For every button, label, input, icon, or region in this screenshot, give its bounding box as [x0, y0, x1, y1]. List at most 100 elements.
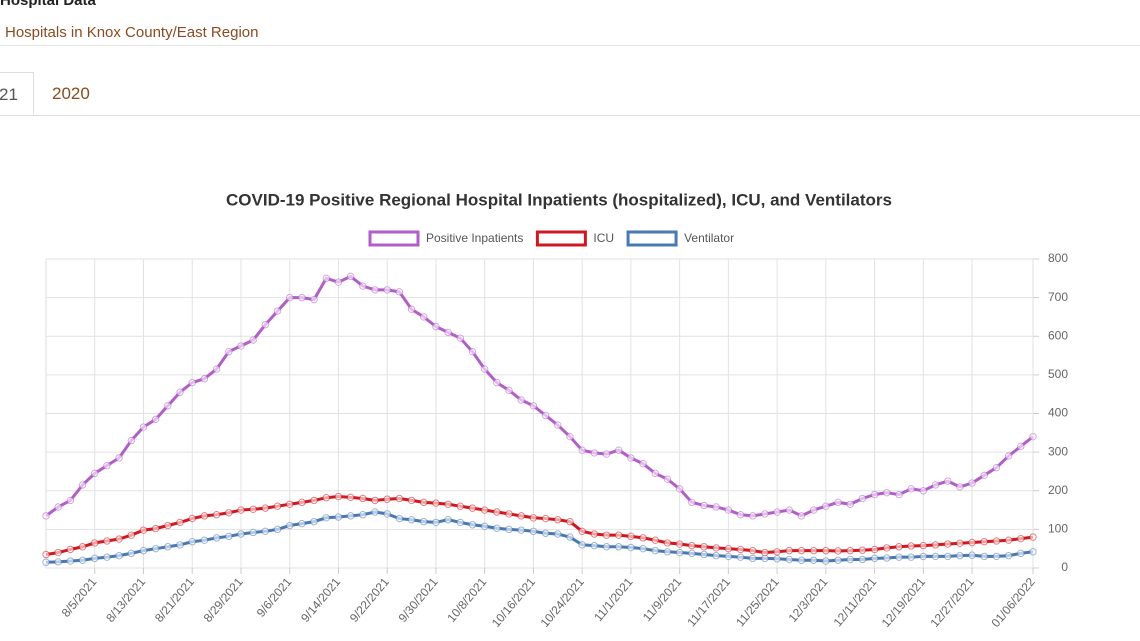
data-point — [286, 293, 294, 302]
data-point — [444, 328, 452, 337]
data-point — [176, 541, 184, 549]
data-point — [115, 535, 123, 543]
y-tick-label: 200 — [1048, 483, 1068, 497]
data-point — [627, 454, 635, 462]
data-point — [956, 483, 964, 491]
data-point — [164, 402, 172, 410]
data-point — [139, 526, 148, 534]
data-point — [505, 386, 513, 395]
data-point — [541, 514, 550, 523]
data-point — [78, 556, 87, 564]
data-point — [200, 375, 209, 383]
y-tick-label: 700 — [1048, 290, 1068, 304]
data-point — [54, 503, 62, 511]
data-point — [1017, 534, 1025, 543]
tab[interactable]: 2020 — [52, 84, 90, 103]
data-point — [919, 541, 928, 550]
data-point — [127, 531, 135, 539]
data-point — [176, 388, 184, 396]
data-point — [529, 527, 538, 536]
data-point — [286, 521, 294, 530]
data-point — [359, 282, 367, 290]
data-point — [992, 552, 1001, 561]
data-point — [237, 342, 245, 350]
data-point — [578, 527, 586, 536]
y-tick-label: 0 — [1061, 560, 1068, 574]
data-point — [383, 286, 391, 294]
data-point — [346, 493, 355, 502]
data-point — [395, 288, 404, 296]
data-point — [541, 411, 550, 420]
x-tick-label: 11/1/2021 — [591, 575, 636, 624]
data-point — [395, 514, 404, 523]
data-point — [809, 546, 818, 555]
tab-active[interactable]: 21 — [0, 72, 34, 115]
data-point — [907, 553, 915, 561]
data-point — [773, 508, 781, 516]
data-point — [115, 454, 123, 462]
data-point — [78, 481, 87, 489]
data-point — [712, 503, 720, 511]
data-point — [237, 530, 245, 538]
data-point — [944, 540, 952, 548]
data-point — [517, 396, 525, 404]
series-line — [45, 495, 1034, 556]
data-point — [700, 543, 708, 551]
tab-bar — [0, 115, 1140, 116]
data-point — [383, 495, 391, 503]
data-point — [749, 512, 757, 520]
series-line — [45, 274, 1034, 518]
x-tick-label: 9/30/2021 — [396, 575, 441, 625]
data-point — [1004, 452, 1013, 460]
legend-label: Ventilator — [684, 231, 734, 245]
data-point — [675, 548, 684, 557]
data-point — [736, 545, 745, 554]
data-point — [298, 498, 306, 507]
data-point — [444, 500, 452, 508]
x-tick-label: 12/11/2021 — [831, 575, 880, 630]
data-point — [749, 546, 757, 555]
data-point — [273, 307, 282, 315]
data-point — [493, 508, 501, 516]
data-point — [164, 543, 172, 551]
data-point — [773, 555, 781, 563]
data-point — [383, 510, 391, 518]
data-point — [627, 532, 635, 541]
y-tick-label: 600 — [1048, 328, 1068, 342]
data-point — [590, 541, 599, 550]
data-point — [724, 506, 733, 514]
data-point — [870, 545, 879, 554]
data-point — [456, 518, 464, 527]
data-point — [578, 541, 586, 549]
data-point — [944, 477, 952, 485]
data-point — [54, 548, 62, 557]
data-point — [176, 518, 184, 527]
data-point — [1029, 533, 1037, 541]
data-point — [688, 549, 696, 558]
data-point — [371, 286, 379, 294]
data-point — [724, 544, 733, 553]
legend-label: ICU — [593, 231, 614, 245]
data-point — [261, 320, 270, 329]
divider — [0, 45, 1140, 46]
data-point — [164, 521, 172, 530]
data-point — [870, 490, 879, 499]
data-point — [785, 506, 793, 514]
data-point — [663, 539, 672, 547]
data-point — [322, 494, 330, 502]
data-point — [432, 499, 440, 507]
data-point — [517, 512, 525, 520]
data-point — [834, 556, 842, 564]
data-point — [602, 531, 611, 539]
data-point — [931, 552, 940, 561]
x-tick-label: 9/6/2021 — [254, 575, 295, 620]
x-tick-label: 10/16/2021 — [489, 575, 539, 630]
data-point — [651, 546, 659, 555]
y-tick-label: 300 — [1048, 444, 1068, 458]
data-point — [444, 516, 452, 524]
legend-label: Positive Inpatients — [426, 231, 523, 245]
data-point — [968, 479, 976, 487]
data-point — [493, 524, 501, 532]
